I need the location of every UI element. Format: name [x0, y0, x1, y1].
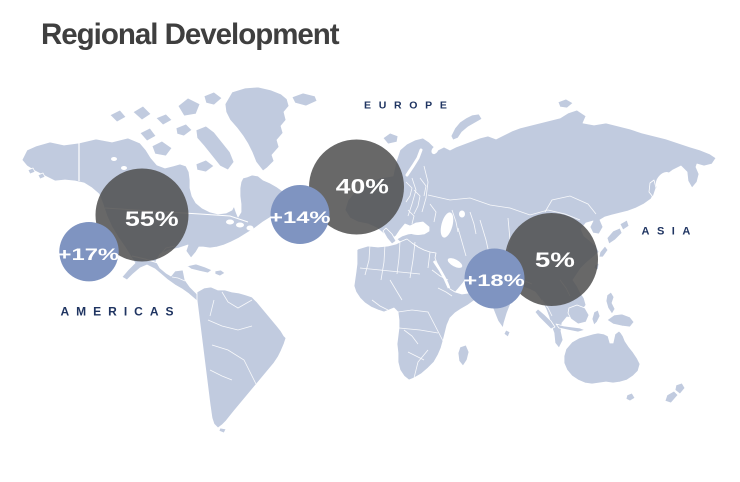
svg-text:EUROPE: EUROPE	[364, 100, 455, 112]
svg-text:AMERICAS: AMERICAS	[61, 305, 181, 319]
svg-text:40%: 40%	[336, 175, 389, 199]
svg-text:+14%: +14%	[269, 208, 330, 227]
svg-text:55%: 55%	[125, 207, 179, 231]
svg-text:5%: 5%	[535, 249, 575, 272]
svg-text:ASIA: ASIA	[642, 226, 698, 238]
svg-text:+18%: +18%	[463, 271, 524, 290]
svg-text:+17%: +17%	[58, 245, 119, 264]
